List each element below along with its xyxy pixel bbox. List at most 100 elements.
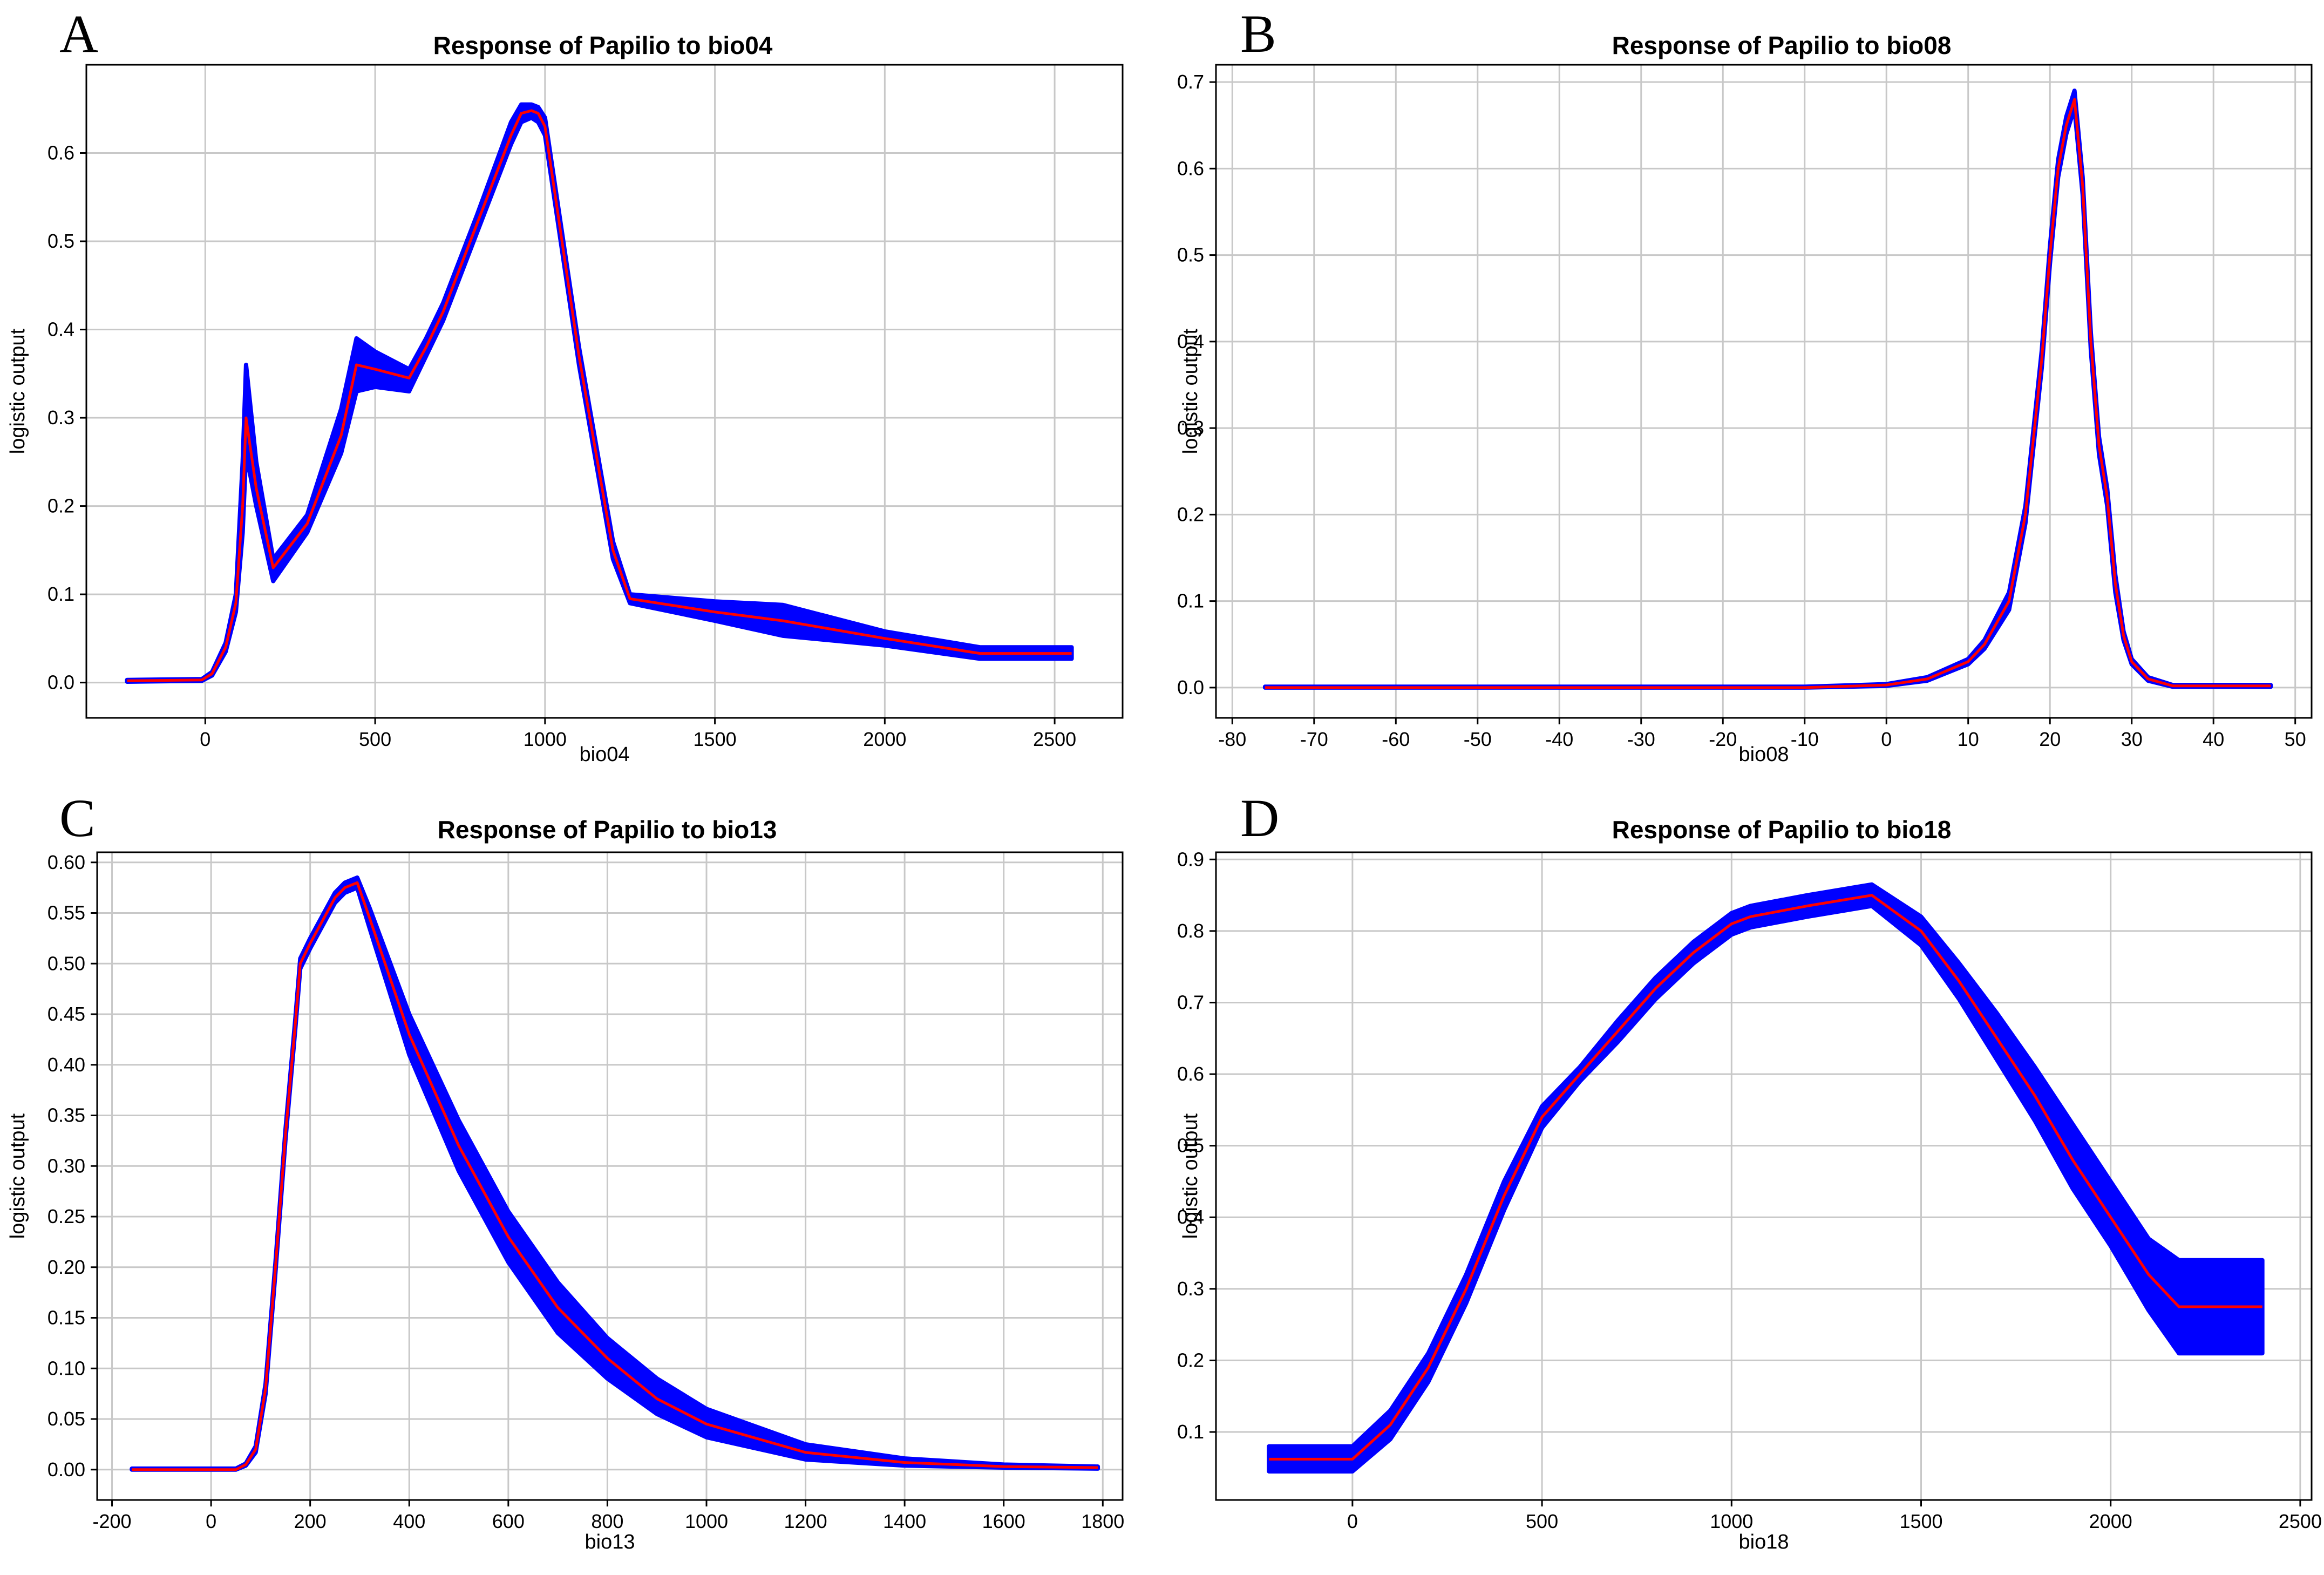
y-tick-label: 0.2 <box>1177 503 1204 525</box>
panel-letter-a: A <box>59 4 98 64</box>
x-tick-label: 2500 <box>1033 728 1076 750</box>
chart-title-d: Response of Papilio to bio18 <box>1612 816 1952 844</box>
x-tick-label: -10 <box>1791 728 1819 750</box>
panel-b: B Response of Papilio to bio08 -80 -70 -60… <box>1162 0 2324 788</box>
y-tick-label: 0.5 <box>47 230 74 252</box>
x-tick-label: 2500 <box>2279 1510 2322 1532</box>
uncertainty-band-a <box>125 102 1074 684</box>
y-tick-label: 0.1 <box>1177 1421 1204 1443</box>
x-tick-label: 600 <box>492 1510 525 1532</box>
x-axis-label-d: bio18 <box>1739 1531 1789 1553</box>
y-tick-label: 0.2 <box>47 495 74 517</box>
x-tick-label: -200 <box>93 1510 132 1532</box>
y-tick-label: 0.5 <box>1177 244 1204 266</box>
y-tick-label: 0.2 <box>1177 1349 1204 1371</box>
x-tick-label: 0 <box>206 1510 216 1532</box>
y-tick-label: 0.20 <box>47 1256 85 1278</box>
x-tick-label: 1600 <box>982 1510 1025 1532</box>
plot-frame-a <box>85 64 1124 719</box>
x-tick-label: 800 <box>591 1510 623 1532</box>
y-tick-label: 0.4 <box>47 318 74 341</box>
plot-frame-c <box>96 851 1124 1501</box>
x-tick-label: 200 <box>294 1510 327 1532</box>
x-tick-label: -50 <box>1464 728 1492 750</box>
x-tick-label: 1400 <box>883 1510 926 1532</box>
panel-a: A Response of Papilio to bio04 0 500 1000 1… <box>0 0 1162 788</box>
panel-letter-b: B <box>1240 4 1276 64</box>
x-tick-label: 500 <box>359 728 391 750</box>
y-tick-label: 0.9 <box>1177 848 1204 870</box>
y-tick-label: 0.35 <box>47 1104 85 1126</box>
x-tick-label: 0 <box>1347 1510 1358 1532</box>
x-tick-label: 50 <box>2285 728 2306 750</box>
plot-frame-d <box>1215 851 2313 1501</box>
y-axis-label-b: logistic output <box>1179 328 1202 454</box>
panel-letter-d: D <box>1240 788 1279 848</box>
x-tick-label: -60 <box>1382 728 1410 750</box>
y-tick-label: 0.3 <box>1177 417 1204 439</box>
x-tick-label: 1000 <box>1710 1510 1753 1532</box>
y-tick-label: 0.5 <box>1177 1135 1204 1157</box>
x-tick-label: 0 <box>200 728 210 750</box>
panel-d: D Response of Papilio to bio18 0 500 1000 1… <box>1162 788 2324 1575</box>
y-tick-label: 0.7 <box>1177 991 1204 1013</box>
y-tick-label: 0.30 <box>47 1155 85 1177</box>
y-tick-label: 0.1 <box>47 583 74 605</box>
y-tick-label: 0.45 <box>47 1003 85 1025</box>
x-tick-label: 1500 <box>1899 1510 1942 1532</box>
uncertainty-band-b <box>1262 89 2273 690</box>
y-tick-label: 0.40 <box>47 1054 85 1076</box>
x-axis-label-a: bio04 <box>580 743 630 766</box>
y-tick-label: 0.6 <box>47 142 74 164</box>
x-tick-label: 500 <box>1526 1510 1558 1532</box>
plot-frame-b <box>1215 64 2313 719</box>
chart-title-b: Response of Papilio to bio08 <box>1612 31 1952 59</box>
chart-title-c: Response of Papilio to bio13 <box>438 816 777 844</box>
y-tick-label: 0.05 <box>47 1408 85 1430</box>
x-tick-label: 2000 <box>863 728 906 750</box>
x-tick-label: 1800 <box>1081 1510 1124 1532</box>
y-tick-label: 0.10 <box>47 1357 85 1379</box>
y-tick-label: 0.15 <box>47 1307 85 1329</box>
y-tick-label: 0.6 <box>1177 1063 1204 1085</box>
x-tick-label: 1000 <box>524 728 567 750</box>
chart-b: B Response of Papilio to bio08 -80 -70 -60… <box>1177 4 2313 766</box>
y-tick-label: 0.0 <box>1177 676 1204 698</box>
panel-c: C Response of Papilio to bio13 -200 0 200 4… <box>0 788 1162 1575</box>
uncertainty-band-d <box>1267 882 2265 1474</box>
y-tick-label: 0.00 <box>47 1458 85 1481</box>
y-axis-label-c: logistic output <box>6 1113 29 1239</box>
x-tick-label: -40 <box>1545 728 1573 750</box>
x-tick-label: 1500 <box>694 728 737 750</box>
x-tick-label: -30 <box>1627 728 1655 750</box>
y-tick-label: 0.3 <box>1177 1278 1204 1300</box>
y-axis-label-d: logistic output <box>1179 1113 1202 1239</box>
x-tick-label: 0 <box>1881 728 1892 750</box>
x-tick-label: -70 <box>1300 728 1328 750</box>
panel-letter-c: C <box>59 788 96 848</box>
x-tick-label: 1200 <box>784 1510 827 1532</box>
x-tick-label: 20 <box>2039 728 2061 750</box>
x-tick-label: 1000 <box>685 1510 728 1532</box>
x-tick-label: -20 <box>1709 728 1737 750</box>
y-tick-label: 0.1 <box>1177 590 1204 612</box>
mean-response-line-d <box>1269 894 2262 1461</box>
mean-response-line-a <box>127 109 1072 682</box>
x-tick-label: 400 <box>393 1510 425 1532</box>
chart-c: C Response of Papilio to bio13 -200 0 200 4… <box>6 788 1124 1553</box>
chart-a: A Response of Papilio to bio04 0 500 1000 1… <box>6 4 1124 766</box>
uncertainty-band-c <box>130 875 1100 1472</box>
x-axis-label-c: bio13 <box>585 1531 635 1553</box>
y-tick-label: 0.50 <box>47 952 85 974</box>
y-tick-label: 0.8 <box>1177 920 1204 942</box>
y-tick-label: 0.4 <box>1177 1206 1204 1228</box>
y-tick-label: 0.3 <box>47 406 74 429</box>
y-tick-label: 0.25 <box>47 1205 85 1227</box>
mean-response-line-c <box>132 881 1098 1471</box>
mean-response-line-b <box>1265 98 2271 689</box>
y-axis-label-a: logistic output <box>6 328 29 454</box>
y-tick-label: 0.7 <box>1177 71 1204 93</box>
y-tick-label: 0.60 <box>47 851 85 873</box>
x-tick-label: 2000 <box>2089 1510 2132 1532</box>
chart-title-a: Response of Papilio to bio04 <box>433 31 773 59</box>
